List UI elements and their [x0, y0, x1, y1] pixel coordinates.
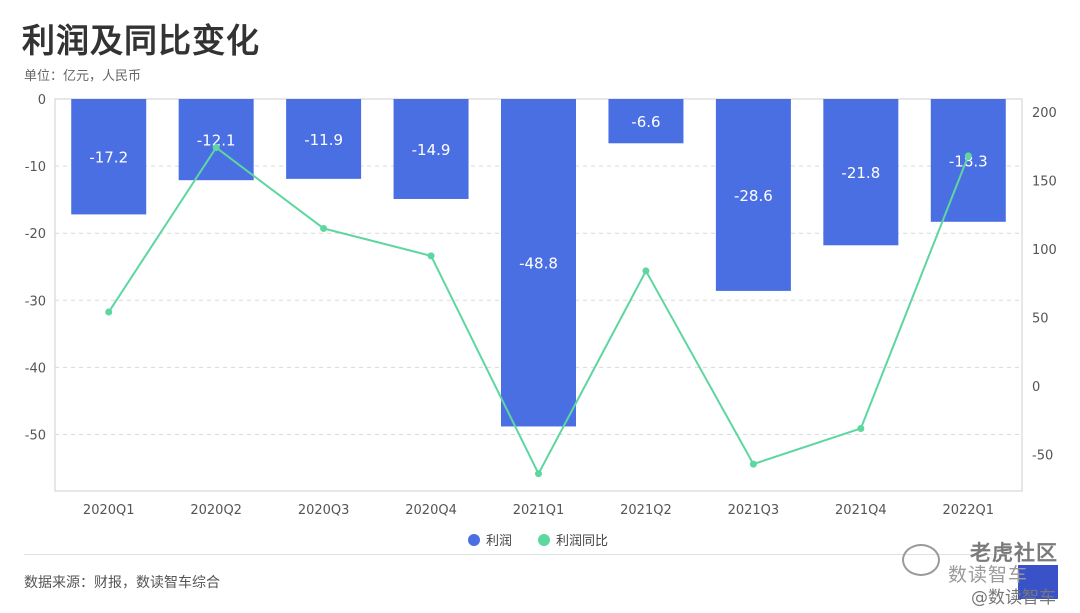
yoy-point — [749, 460, 757, 468]
bar — [715, 99, 791, 291]
x-tick-label: 2021Q3 — [728, 503, 780, 518]
bar-value-label: -17.2 — [89, 149, 128, 167]
legend-swatch-yoy — [538, 534, 550, 546]
y-right-tick-label: 100 — [1032, 243, 1057, 258]
bar-value-label: -28.6 — [734, 187, 773, 205]
chart-subtitle: 单位：亿元，人民币 — [24, 69, 142, 84]
yoy-point — [427, 252, 435, 260]
y-right-tick-label: -50 — [1032, 449, 1053, 464]
x-tick-label: 2021Q2 — [620, 503, 672, 518]
bar — [823, 99, 899, 246]
bar — [286, 99, 362, 179]
legend-label-yoy: 利润同比 — [556, 534, 608, 549]
bar-value-label: -11.9 — [304, 131, 343, 149]
x-tick-label: 2020Q4 — [405, 503, 457, 518]
bar-value-label: -14.9 — [412, 141, 451, 159]
watermark-line2: 数读智车 — [947, 564, 1028, 586]
y-left-tick-label: 0 — [38, 93, 46, 108]
y-left-tick-label: -20 — [25, 227, 46, 242]
footer-divider — [24, 554, 1024, 555]
watermark-logo-icon — [902, 544, 940, 576]
data-source: 数据来源：财报，数读智车综合 — [24, 575, 220, 591]
x-tick-label: 2021Q4 — [835, 503, 887, 518]
legend-label-profit: 利润 — [486, 534, 512, 549]
legend-swatch-profit — [468, 534, 480, 546]
bar-value-label: -6.6 — [631, 113, 660, 131]
yoy-point — [212, 144, 220, 152]
bar — [393, 99, 469, 199]
yoy-point — [320, 224, 328, 232]
yoy-point — [642, 267, 650, 275]
yoy-point — [535, 470, 542, 478]
x-tick-label: 2021Q1 — [513, 503, 565, 518]
bar-value-label: -48.8 — [519, 255, 558, 273]
watermark-line1: 老虎社区 — [970, 541, 1058, 565]
watermark-line3: @数读智车 — [971, 588, 1056, 608]
yoy-point — [857, 424, 865, 432]
y-right-tick-label: 200 — [1032, 106, 1057, 121]
bar — [608, 99, 684, 144]
x-tick-label: 2020Q3 — [298, 503, 350, 518]
y-left-tick-label: -10 — [25, 160, 46, 175]
bar — [501, 99, 576, 427]
y-right-tick-label: 150 — [1032, 175, 1057, 190]
x-tick-label: 2022Q1 — [942, 503, 994, 518]
x-tick-label: 2020Q2 — [190, 503, 242, 518]
y-right-tick-label: 50 — [1032, 312, 1049, 327]
y-left-tick-label: -30 — [25, 294, 46, 309]
yoy-point — [964, 152, 972, 160]
y-left-tick-label: -40 — [25, 361, 46, 376]
bar — [71, 99, 147, 215]
bar-value-label: -12.1 — [197, 132, 236, 150]
chart-title: 利润及同比变化 — [22, 21, 260, 60]
y-right-tick-label: 0 — [1032, 380, 1040, 395]
yoy-point — [105, 308, 113, 316]
bar — [930, 99, 1006, 222]
watermark-block — [1018, 565, 1058, 599]
x-tick-label: 2020Q1 — [83, 503, 135, 518]
bar-value-label: -21.8 — [841, 164, 880, 182]
y-left-tick-label: -50 — [25, 429, 46, 444]
bar-value-label: -18.3 — [949, 152, 988, 170]
